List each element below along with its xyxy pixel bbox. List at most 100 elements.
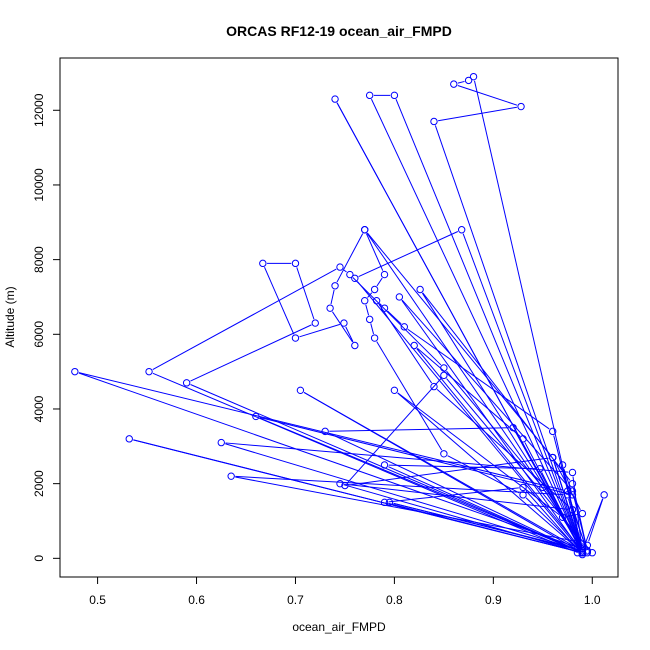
series-segment bbox=[434, 125, 582, 549]
data-point bbox=[568, 479, 577, 488]
series-segment bbox=[225, 443, 579, 551]
x-tick-label: 0.5 bbox=[89, 593, 106, 607]
data-point bbox=[583, 549, 592, 557]
data-point bbox=[563, 487, 572, 495]
data-point bbox=[351, 274, 359, 282]
data-point bbox=[259, 259, 267, 268]
data-point bbox=[440, 450, 448, 458]
data-point bbox=[588, 549, 596, 557]
series-segment bbox=[438, 106, 517, 122]
data-point bbox=[331, 282, 339, 290]
series-segment bbox=[588, 498, 604, 542]
series-segment bbox=[152, 268, 337, 371]
series-segment bbox=[352, 277, 442, 366]
data-point bbox=[568, 487, 577, 495]
data-point bbox=[321, 427, 329, 436]
series-segment bbox=[370, 323, 375, 335]
data-point bbox=[430, 117, 438, 126]
y-axis: 0 2000 4000 6000 8000 10000 12000 bbox=[32, 93, 61, 562]
data-point bbox=[291, 334, 300, 342]
data-point bbox=[380, 304, 389, 312]
series-segment bbox=[457, 80, 465, 84]
series-segment bbox=[365, 304, 370, 316]
series-segment bbox=[303, 391, 579, 552]
data-point bbox=[440, 371, 448, 380]
y-tick-label: 0 bbox=[32, 555, 46, 562]
data-point bbox=[361, 296, 369, 305]
data-point bbox=[568, 491, 577, 499]
x-tick-label: 0.7 bbox=[287, 593, 304, 607]
data-point bbox=[217, 438, 225, 447]
data-point bbox=[563, 491, 572, 499]
series-segment bbox=[563, 468, 572, 492]
chart-title: ORCAS RF12-19 ocean_air_FMPD bbox=[226, 23, 452, 39]
data-point bbox=[395, 293, 404, 301]
data-point bbox=[380, 498, 389, 507]
data-point bbox=[410, 341, 418, 350]
data-point bbox=[583, 541, 592, 549]
series-segment bbox=[393, 502, 574, 549]
series-segment bbox=[376, 341, 443, 451]
series-segment bbox=[388, 466, 579, 552]
data-point bbox=[509, 423, 517, 432]
data-point bbox=[370, 285, 379, 294]
data-point bbox=[351, 341, 359, 350]
data-point bbox=[182, 379, 191, 387]
data-point bbox=[361, 226, 369, 234]
y-tick-label: 2000 bbox=[32, 470, 46, 497]
series-segment bbox=[343, 269, 347, 273]
y-tick-label: 12000 bbox=[32, 93, 46, 127]
series-segment bbox=[376, 277, 383, 287]
series-segment bbox=[541, 472, 581, 550]
data-point bbox=[365, 315, 374, 324]
series-segment bbox=[395, 99, 582, 550]
data-point bbox=[385, 498, 394, 507]
x-tick-label: 0.6 bbox=[188, 593, 205, 607]
data-point bbox=[372, 296, 381, 305]
data-point bbox=[578, 550, 587, 559]
series-segment bbox=[357, 281, 581, 550]
data-point bbox=[380, 270, 389, 279]
series-segment bbox=[78, 372, 564, 491]
data-point bbox=[125, 435, 133, 443]
series-segment bbox=[416, 348, 581, 548]
data-point bbox=[517, 102, 525, 111]
series-segment bbox=[388, 464, 536, 470]
data-point bbox=[568, 506, 577, 514]
y-tick-label: 4000 bbox=[32, 395, 46, 422]
data-point bbox=[346, 270, 354, 279]
series-segment bbox=[329, 427, 509, 432]
data-point bbox=[578, 545, 587, 553]
series-segment bbox=[331, 311, 353, 343]
series-segment bbox=[328, 432, 579, 552]
data-point bbox=[341, 481, 349, 490]
series-segment bbox=[345, 326, 354, 342]
data-point bbox=[365, 91, 374, 100]
x-tick-label: 0.9 bbox=[485, 593, 502, 607]
series-segment bbox=[514, 431, 581, 550]
data-point bbox=[549, 453, 557, 462]
data-point bbox=[519, 491, 527, 499]
data-point bbox=[416, 285, 424, 294]
data-point bbox=[573, 545, 582, 553]
points-layer bbox=[71, 72, 608, 559]
data-point bbox=[600, 491, 608, 499]
data-point bbox=[252, 412, 260, 421]
series-segment bbox=[447, 455, 520, 494]
series-segment bbox=[370, 98, 582, 548]
data-point bbox=[331, 95, 339, 103]
series-segment bbox=[387, 310, 402, 325]
data-point bbox=[336, 263, 344, 271]
data-point bbox=[583, 547, 592, 555]
series-segment bbox=[365, 233, 384, 271]
data-point bbox=[400, 323, 408, 331]
series-segment bbox=[330, 289, 335, 305]
data-point bbox=[430, 382, 438, 391]
series-segment bbox=[235, 476, 574, 542]
data-point bbox=[227, 472, 235, 480]
x-axis-label: ocean_air_FMPD bbox=[292, 620, 386, 634]
y-tick-label: 8000 bbox=[32, 246, 46, 273]
data-point bbox=[536, 465, 544, 473]
data-point bbox=[578, 509, 587, 518]
